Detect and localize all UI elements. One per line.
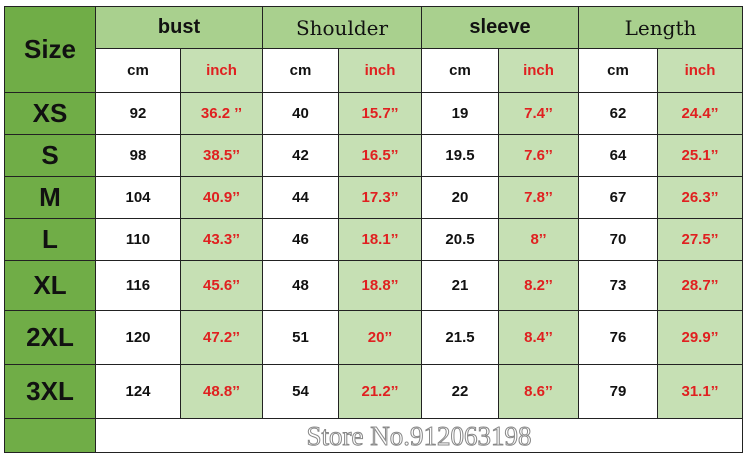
inch-cell: 48.8’’	[180, 364, 263, 419]
cm-cell: 46	[262, 218, 339, 261]
cm-cell: 67	[578, 176, 658, 219]
unit-cm: cm	[578, 48, 658, 93]
cm-cell: 21.5	[421, 310, 499, 365]
watermark: Store No.912063198	[95, 418, 743, 453]
unit-inch: inch	[180, 48, 263, 93]
inch-cell: 28.7’’	[657, 260, 743, 311]
cm-cell: 73	[578, 260, 658, 311]
cm-cell: 92	[95, 92, 181, 135]
cm-cell: 21	[421, 260, 499, 311]
cm-cell: 124	[95, 364, 181, 419]
inch-cell: 8.6’’	[498, 364, 579, 419]
inch-cell: 7.4’’	[498, 92, 579, 135]
size-chart-table: Size bust Shoulder sleeve Length cm inch c…	[4, 6, 743, 453]
inch-cell: 18.8’’	[338, 260, 422, 311]
unit-inch: inch	[338, 48, 422, 93]
cm-cell: 64	[578, 134, 658, 177]
table-row: M 104 40.9’’ 44 17.3’’ 20 7.8’’ 67 26.3’’	[4, 176, 743, 219]
table-row: L 110 43.3’’ 46 18.1’’ 20.5 8’’ 70 27.5’’	[4, 218, 743, 261]
inch-cell: 17.3’’	[338, 176, 422, 219]
size-label: L	[4, 218, 96, 261]
cm-cell: 120	[95, 310, 181, 365]
table-row: XL 116 45.6’’ 48 18.8’’ 21 8.2’’ 73 28.7’’	[4, 260, 743, 311]
unit-inch: inch	[657, 48, 743, 93]
partial-row: Store No.912063198	[4, 418, 743, 453]
table-row: XS 92 36.2 ’’ 40 15.7’’ 19 7.4’’ 62 24.4’’	[4, 92, 743, 135]
inch-cell: 47.2’’	[180, 310, 263, 365]
unit-inch: inch	[498, 48, 579, 93]
inch-cell: 20’’	[338, 310, 422, 365]
inch-cell: 16.5’’	[338, 134, 422, 177]
inch-cell: 25.1’’	[657, 134, 743, 177]
cm-cell: 76	[578, 310, 658, 365]
shoulder-header: Shoulder	[262, 6, 422, 49]
inch-cell: 15.7’’	[338, 92, 422, 135]
unit-cm: cm	[95, 48, 181, 93]
cm-cell: 44	[262, 176, 339, 219]
table-row: S 98 38.5’’ 42 16.5’’ 19.5 7.6’’ 64 25.1’’	[4, 134, 743, 177]
inch-cell: 21.2’’	[338, 364, 422, 419]
size-header: Size	[4, 6, 96, 93]
size-label: 2XL	[4, 310, 96, 365]
inch-cell: 8’’	[498, 218, 579, 261]
cm-cell: 104	[95, 176, 181, 219]
inch-cell: 31.1’’	[657, 364, 743, 419]
cm-cell: 48	[262, 260, 339, 311]
length-header: Length	[578, 6, 743, 49]
inch-cell: 26.3’’	[657, 176, 743, 219]
cm-cell: 54	[262, 364, 339, 419]
cm-cell: 110	[95, 218, 181, 261]
size-label: M	[4, 176, 96, 219]
unit-cm: cm	[262, 48, 339, 93]
size-label: XS	[4, 92, 96, 135]
inch-cell: 45.6’’	[180, 260, 263, 311]
cm-cell: 40	[262, 92, 339, 135]
sleeve-header: sleeve	[421, 6, 579, 49]
size-label: 3XL	[4, 364, 96, 419]
inch-cell: 8.2’’	[498, 260, 579, 311]
inch-cell: 18.1’’	[338, 218, 422, 261]
inch-cell: 29.9’’	[657, 310, 743, 365]
cm-cell: 20.5	[421, 218, 499, 261]
cm-cell: 62	[578, 92, 658, 135]
size-label: XL	[4, 260, 96, 311]
inch-cell: 38.5’’	[180, 134, 263, 177]
cm-cell: 22	[421, 364, 499, 419]
size-label: S	[4, 134, 96, 177]
cm-cell: 51	[262, 310, 339, 365]
cm-cell: 98	[95, 134, 181, 177]
bust-header: bust	[95, 6, 263, 49]
empty-cell	[4, 418, 96, 453]
inch-cell: 43.3’’	[180, 218, 263, 261]
cm-cell: 42	[262, 134, 339, 177]
inch-cell: 8.4’’	[498, 310, 579, 365]
cm-cell: 79	[578, 364, 658, 419]
cm-cell: 116	[95, 260, 181, 311]
inch-cell: 7.6’’	[498, 134, 579, 177]
cm-cell: 19	[421, 92, 499, 135]
table-row: 2XL 120 47.2’’ 51 20’’ 21.5 8.4’’ 76 29.9’’	[4, 310, 743, 365]
cm-cell: 20	[421, 176, 499, 219]
inch-cell: 7.8’’	[498, 176, 579, 219]
cm-cell: 19.5	[421, 134, 499, 177]
inch-cell: 36.2 ’’	[180, 92, 263, 135]
inch-cell: 24.4’’	[657, 92, 743, 135]
inch-cell: 40.9’’	[180, 176, 263, 219]
table-row: 3XL 124 48.8’’ 54 21.2’’ 22 8.6’’ 79 31.1’’	[4, 364, 743, 419]
cm-cell: 70	[578, 218, 658, 261]
inch-cell: 27.5’’	[657, 218, 743, 261]
unit-cm: cm	[421, 48, 499, 93]
